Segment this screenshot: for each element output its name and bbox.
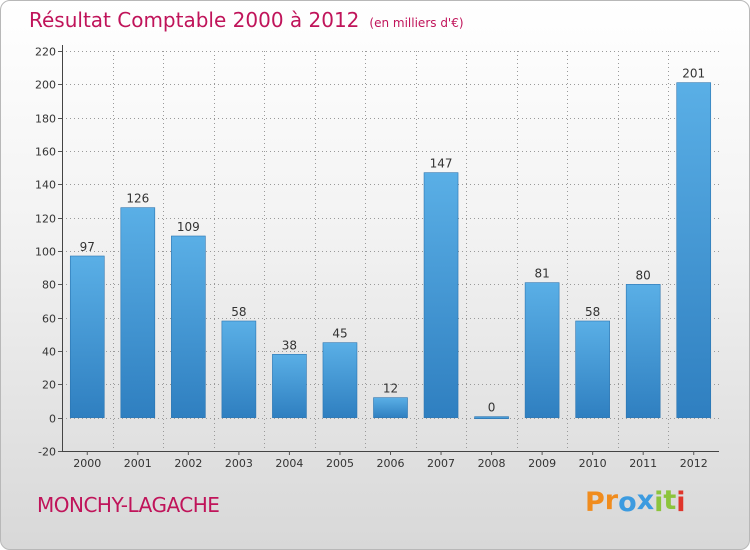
brand-letter: t: [663, 485, 677, 516]
bar-value-label: 147: [430, 157, 453, 171]
brand-letter: x: [636, 485, 655, 516]
bar-2011: [625, 284, 661, 418]
x-tick-label: 2003: [225, 457, 253, 470]
bar-2008: [474, 416, 509, 419]
bar-2009: [524, 282, 560, 418]
x-tick-label: 2009: [528, 457, 556, 470]
bar-value-label: 109: [177, 220, 200, 234]
x-tick-label: 2005: [326, 457, 354, 470]
x-tick-label: 2007: [427, 457, 455, 470]
x-tick-label: 2000: [73, 457, 101, 470]
bar-value-label: 80: [636, 268, 651, 282]
bar-value-label: 126: [126, 192, 149, 206]
bar-2005: [322, 342, 358, 418]
chart-title-main: Résultat Comptable 2000 à 2012: [29, 8, 360, 32]
bar-2003: [221, 320, 257, 418]
y-tick-label: 60: [42, 313, 56, 326]
bar-2006: [373, 397, 408, 418]
bar-2000: [69, 255, 105, 418]
y-tick-label: 220: [35, 46, 56, 59]
bar-2007: [423, 172, 459, 418]
y-tick-label: 200: [35, 79, 56, 92]
x-tick-label: 2006: [377, 457, 405, 470]
bar-2001: [120, 207, 156, 418]
y-tick-label: 0: [49, 413, 56, 426]
city-name: MONCHY-LAGACHE: [37, 493, 220, 517]
bar-value-label: 97: [80, 240, 95, 254]
bar-value-label: 81: [534, 267, 549, 281]
y-tick-label: 80: [42, 279, 56, 292]
bar-value-label: 45: [332, 327, 347, 341]
bar-value-label: 201: [682, 67, 705, 81]
y-tick-label: 120: [35, 213, 56, 226]
brand-letter: r: [604, 485, 619, 516]
y-tick-label: 40: [42, 346, 56, 359]
brand-letter: o: [618, 487, 637, 518]
x-tick-label: 2012: [680, 457, 708, 470]
bar-2002: [171, 235, 206, 418]
y-tick-label: 180: [35, 113, 56, 126]
bar-value-label: 38: [282, 338, 297, 352]
bar-2004: [272, 354, 307, 418]
x-tick-label: 2004: [275, 457, 303, 470]
chart-title: Résultat Comptable 2000 à 2012 (en millie…: [29, 8, 464, 32]
brand-letter: P: [585, 487, 605, 518]
bar-value-label: 12: [383, 382, 398, 396]
proxiti-logo: Proxiti: [585, 485, 686, 518]
y-tick-label: 140: [35, 179, 56, 192]
y-tick-label: 160: [35, 146, 56, 159]
x-tick-label: 2010: [579, 457, 607, 470]
chart-title-unit: (en milliers d'€): [369, 16, 464, 30]
bar-2010: [575, 320, 610, 418]
x-tick-label: 2011: [629, 457, 657, 470]
y-tick-label: 100: [35, 246, 56, 259]
y-tick-label: 20: [42, 379, 56, 392]
y-tick-label: -20: [38, 446, 56, 459]
bar-value-label: 58: [231, 305, 246, 319]
brand-letter: i: [676, 487, 686, 518]
bar-value-label: 58: [585, 305, 600, 319]
bar-2012: [676, 82, 712, 418]
bar-value-label: 0: [488, 401, 496, 415]
x-tick-label: 2008: [478, 457, 506, 470]
x-tick-label: 2001: [124, 457, 152, 470]
brand-letter: i: [654, 487, 664, 518]
x-tick-label: 2002: [174, 457, 202, 470]
